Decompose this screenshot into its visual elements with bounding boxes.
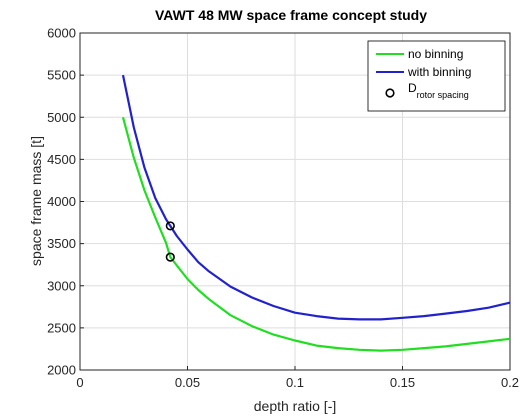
y-tick-label: 3500 [47, 236, 76, 251]
marker-layer [165, 221, 175, 262]
x-axis-label: depth ratio [-] [254, 398, 337, 414]
legend: no binning with binning Drotor spacing [367, 40, 506, 112]
tick-labels: 0 0.05 0.1 0.15 0.2 2000 2500 3000 3500 4000 4500 5… [47, 26, 519, 391]
y-axis-label: space frame mass [t] [28, 136, 44, 266]
y-tick-label: 6000 [47, 26, 76, 41]
y-tick-label: 4000 [47, 194, 76, 209]
legend-label-rotor-spacing: Drotor spacing [408, 81, 469, 100]
legend-label-main: D [408, 81, 417, 95]
x-tick-label: 0.1 [286, 375, 304, 390]
legend-marker-rotor-spacing [385, 88, 395, 98]
axes [79, 32, 511, 371]
y-tick-label: 3000 [47, 278, 76, 293]
x-tick-label: 0 [76, 375, 83, 390]
x-tick-label: 0.15 [390, 375, 415, 390]
legend-box [367, 40, 506, 112]
series-line-no-binning [121, 117, 511, 352]
series-line-with-binning [121, 74, 511, 321]
x-tick-label: 0.05 [175, 375, 200, 390]
legend-label-subscript: rotor spacing [417, 90, 469, 100]
y-tick-label: 4500 [47, 152, 76, 167]
rotor-spacing-marker [165, 252, 175, 262]
legend-label-no-binning: no binning [408, 47, 463, 61]
x-tick-label: 0.2 [501, 375, 519, 390]
legend-label-with-binning: with binning [407, 65, 471, 79]
y-tick-label: 2000 [47, 363, 76, 378]
series-layer [121, 74, 511, 352]
axes-frame [79, 32, 511, 371]
rotor-spacing-marker [165, 221, 175, 231]
y-tick-label: 5000 [47, 110, 76, 125]
y-tick-label: 5500 [47, 68, 76, 83]
chart-title: VAWT 48 MW space frame concept study [155, 7, 427, 23]
y-tick-label: 2500 [47, 320, 76, 335]
